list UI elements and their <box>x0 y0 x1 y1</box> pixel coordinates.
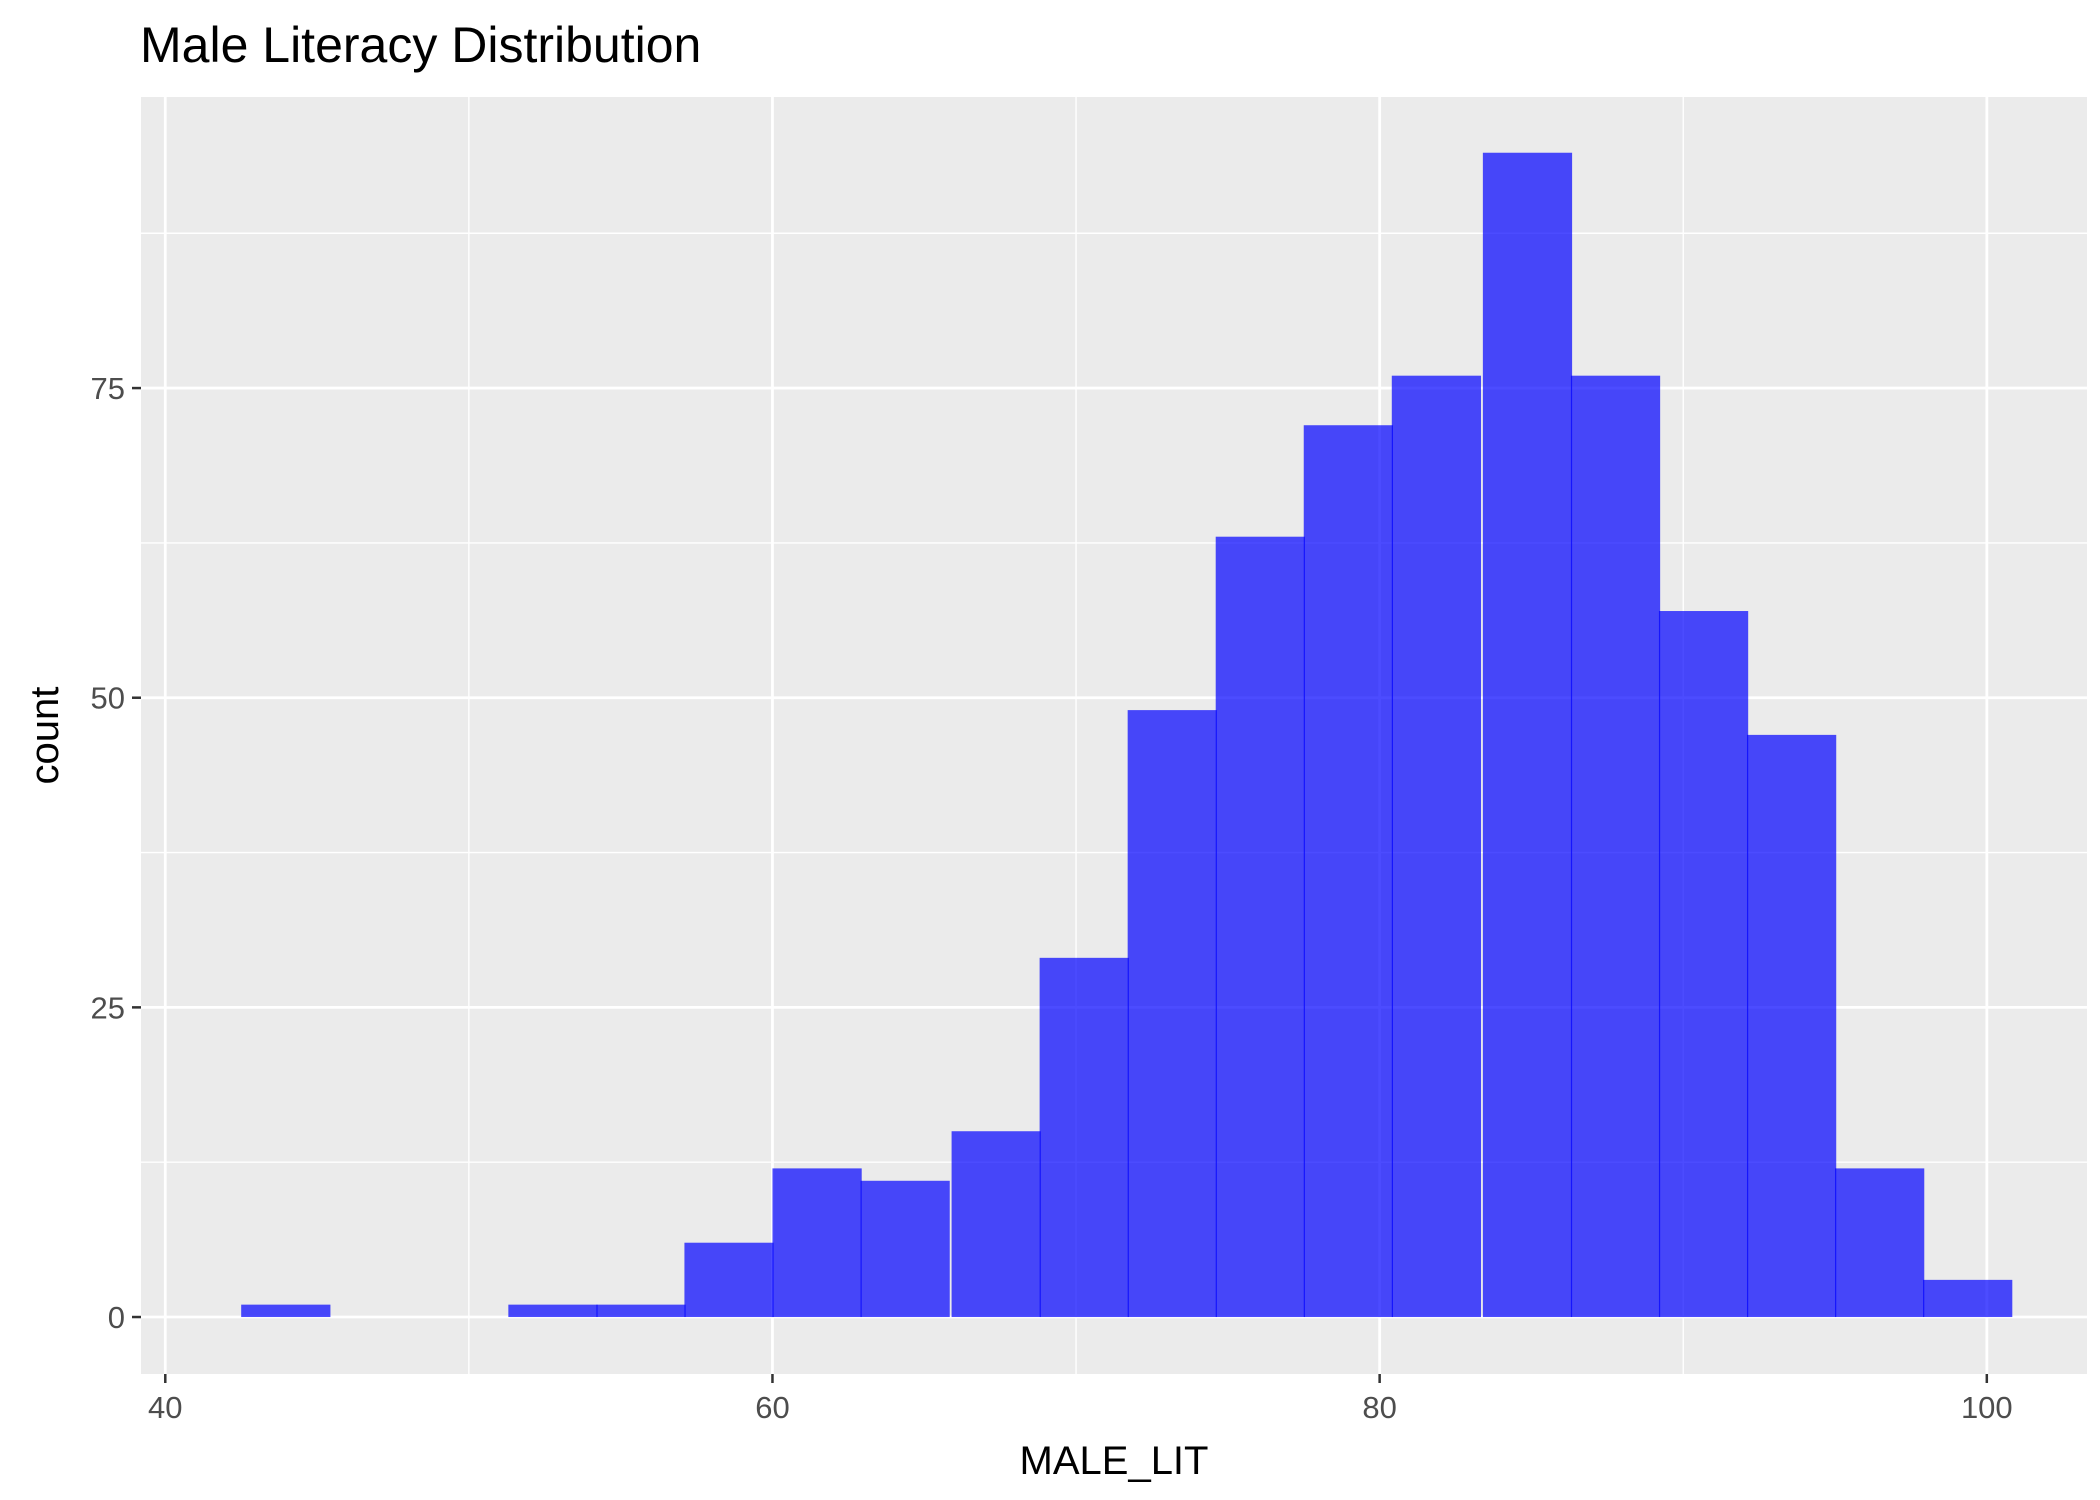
x-tick-label: 40 <box>148 1390 182 1425</box>
x-axis: 40 60 80 100 <box>148 1374 2013 1425</box>
histogram-bar-10 <box>1127 710 1217 1318</box>
y-axis: 0 25 50 75 <box>91 371 141 1335</box>
histogram-bars <box>241 152 2013 1318</box>
x-tick-label: 60 <box>755 1390 789 1425</box>
histogram-bar-16 <box>1658 611 1749 1318</box>
chart-title: Male Literacy Distribution <box>140 17 701 73</box>
histogram-bar-3 <box>508 1304 598 1318</box>
y-tick-label: 0 <box>108 1300 125 1335</box>
histogram-bar-4 <box>596 1304 686 1318</box>
histogram-bar-15 <box>1570 375 1661 1318</box>
y-tick-label: 25 <box>91 990 125 1025</box>
x-axis-title: MALE_LIT <box>1020 1439 1209 1483</box>
histogram-bar-11 <box>1215 536 1305 1318</box>
histogram-bar-8 <box>951 1131 1041 1318</box>
histogram-bar-14 <box>1482 152 1573 1318</box>
histogram-bar-19 <box>1923 1279 2013 1318</box>
y-tick-label: 50 <box>91 681 125 716</box>
x-tick-label: 80 <box>1362 1390 1396 1425</box>
x-tick-label: 100 <box>1961 1390 2013 1425</box>
histogram-bar-13 <box>1391 375 1482 1318</box>
histogram-bar-6 <box>772 1168 862 1318</box>
histogram-bar-12 <box>1303 425 1393 1318</box>
histogram-bar-18 <box>1835 1168 1925 1318</box>
histogram-bar-17 <box>1746 734 1837 1318</box>
histogram-bar-9 <box>1039 957 1129 1318</box>
histogram-bar-5 <box>684 1242 774 1318</box>
y-tick-label: 75 <box>91 371 125 406</box>
histogram-bar-0 <box>241 1304 331 1318</box>
histogram-bar-7 <box>860 1180 950 1318</box>
y-axis-title: count <box>23 687 67 785</box>
